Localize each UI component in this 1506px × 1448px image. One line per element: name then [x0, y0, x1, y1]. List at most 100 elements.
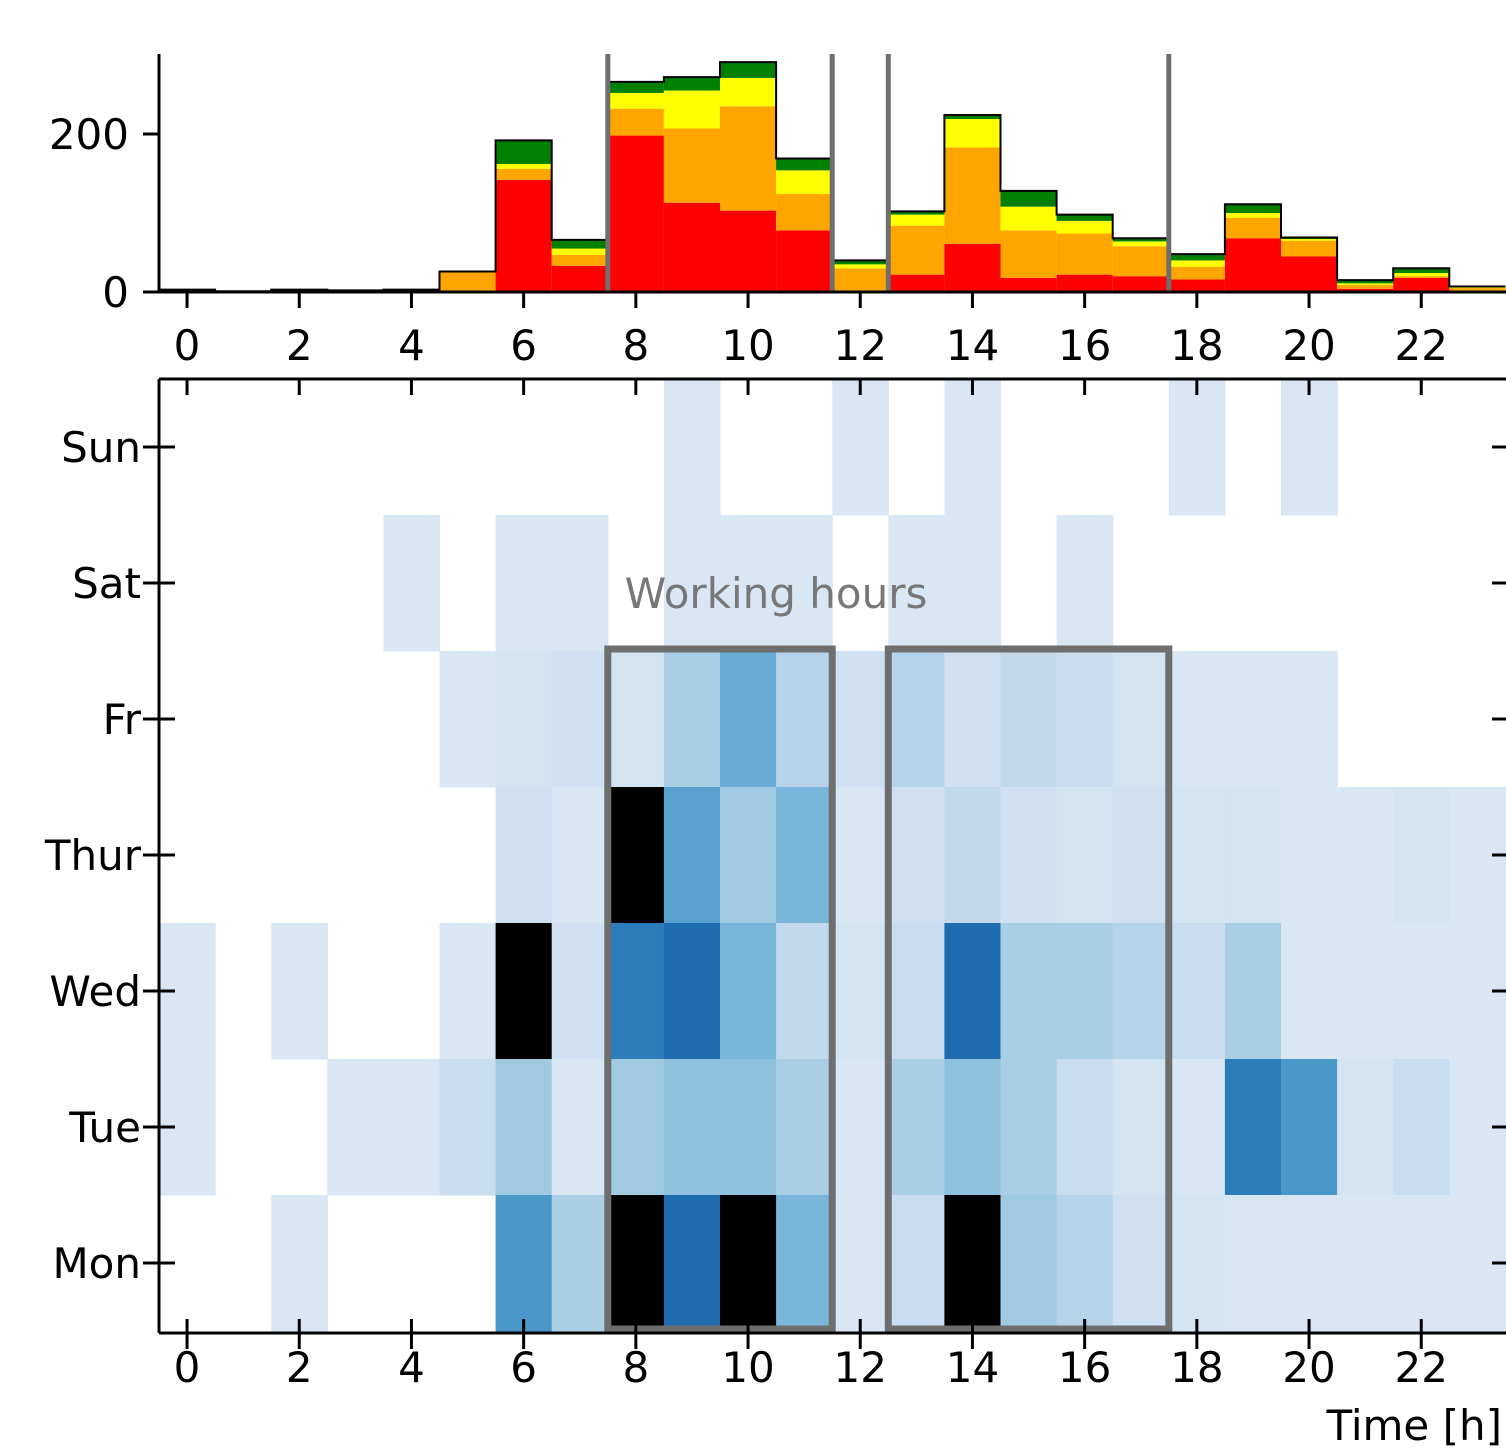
heatmap-cell — [944, 651, 1002, 788]
bar-segment-red — [1337, 288, 1394, 292]
bar-segment-yellow — [1393, 273, 1450, 277]
bar-segment-orange — [607, 108, 664, 136]
heatmap-cell — [663, 1195, 721, 1332]
heatmap-cell — [1281, 651, 1338, 788]
heatmap-cell — [776, 923, 833, 1060]
heatmap-cell — [832, 651, 889, 788]
bar-segment-orange — [776, 194, 833, 231]
bar-segment-orange — [1337, 284, 1394, 289]
heatmap-cell — [383, 515, 441, 652]
bar-segment-orange — [1449, 288, 1506, 291]
bar-segment-orange — [551, 254, 608, 266]
heatmap-cell — [495, 787, 553, 924]
hist-x-tick-label: 10 — [721, 321, 774, 370]
bar-segment-orange — [1224, 217, 1281, 239]
heatmap-cell — [1224, 1059, 1282, 1196]
bar-segment-orange — [439, 272, 496, 292]
heatmap-x-tick-label: 8 — [622, 1343, 649, 1392]
heatmap-cell — [1056, 1059, 1114, 1196]
heatmap-cell — [832, 379, 889, 516]
heatmap-row-label: Wed — [49, 967, 141, 1016]
bar-segment-red — [888, 274, 945, 292]
bar-segment-red — [1393, 277, 1450, 292]
heatmap-cell — [1224, 1195, 1282, 1332]
bar-segment-red — [1281, 256, 1338, 292]
bar-segment-green — [1112, 238, 1169, 242]
bar-segment-yellow — [720, 77, 777, 107]
bar-segment-orange — [1393, 276, 1450, 278]
bar-segment-green — [720, 62, 777, 78]
heatmap-cell — [1168, 923, 1226, 1060]
hist-x-tick-label: 4 — [398, 321, 425, 370]
heatmap-cell — [720, 1195, 777, 1332]
heatmap-cell — [888, 787, 945, 924]
heatmap-cell — [1112, 651, 1170, 788]
bar-segment-yellow — [944, 118, 1001, 148]
heatmap-cell — [1000, 923, 1058, 1060]
heatmap-cell — [663, 515, 721, 652]
heatmap-cell — [1281, 1059, 1338, 1196]
heatmap-cell — [776, 515, 833, 652]
heatmap-cell — [776, 787, 833, 924]
heatmap-cell — [551, 515, 609, 652]
heatmap-row-label: Sat — [72, 559, 141, 608]
bar-segment-red — [1224, 238, 1281, 292]
heatmap-x-tick-label: 22 — [1395, 1343, 1448, 1392]
heatmap-cell — [832, 787, 889, 924]
bar-segment-yellow — [551, 248, 608, 255]
heatmap-cell — [551, 1195, 609, 1332]
hist-y-tick-label: 200 — [49, 110, 129, 159]
bar-segment-yellow — [776, 170, 833, 195]
heatmap-cell — [271, 1195, 328, 1332]
heatmap-cell — [1393, 1059, 1450, 1196]
heatmap-cell — [439, 923, 497, 1060]
heatmap-cell — [1056, 923, 1114, 1060]
heatmap-cell — [1281, 1195, 1338, 1332]
bar-segment-orange — [1112, 246, 1169, 277]
heatmap-cell — [663, 923, 721, 1060]
heatmap-cell — [944, 1059, 1002, 1196]
bar-segment-green — [495, 140, 552, 165]
heatmap-x-tick-label: 4 — [398, 1343, 425, 1392]
heatmap-cell — [1281, 923, 1338, 1060]
bar-segment-red — [720, 210, 777, 292]
bar-segment-red — [495, 179, 552, 292]
bar-segment-green — [776, 158, 833, 171]
heatmap-cell — [944, 515, 1002, 652]
heatmap-cell — [439, 651, 497, 788]
heatmap-cell — [1000, 1195, 1058, 1332]
bar-segment-yellow — [1281, 239, 1338, 241]
heatmap-row-label: Mon — [52, 1239, 141, 1288]
bar-segment-orange — [832, 268, 889, 292]
bar-segment-orange — [495, 168, 552, 180]
hist-x-tick-label: 20 — [1282, 321, 1335, 370]
bar-segment-orange — [1000, 230, 1057, 278]
bar-segment-yellow — [663, 90, 720, 129]
heatmap-row-label: Tue — [68, 1103, 141, 1152]
heatmap-cell — [1393, 1195, 1450, 1332]
bar-segment-green — [832, 260, 889, 265]
heatmap-cell — [495, 923, 553, 1060]
bar-segment-green — [1337, 280, 1394, 284]
hist-x-tick-label: 6 — [510, 321, 537, 370]
bar-segment-yellow — [832, 264, 889, 269]
heatmap-cell — [439, 1059, 497, 1196]
bar-segment-orange — [663, 128, 720, 203]
heatmap-cell — [1337, 1195, 1394, 1332]
heatmap-cell — [1056, 1195, 1114, 1332]
bar-segment-green — [1056, 214, 1113, 221]
weekday-hour-heatmap: Sun Sat Fr Thur Wed Tue Mon 0 2 4 6 8 10 12 14 16 18 20 22 — [44, 377, 1506, 1392]
heatmap-cell — [663, 379, 721, 516]
heatmap-cell — [663, 651, 721, 788]
hist-x-tick-label: 22 — [1395, 321, 1448, 370]
heatmap-cell — [1112, 1195, 1170, 1332]
bar-segment-yellow — [1337, 283, 1394, 285]
bar-segment-orange — [1056, 233, 1113, 275]
heatmap-cell — [888, 515, 945, 652]
heatmap-cell — [776, 1195, 833, 1332]
heatmap-cell — [551, 1059, 609, 1196]
heatmap-cell — [1168, 1059, 1226, 1196]
bar-segment-red — [1112, 276, 1169, 292]
bar-segment-green — [1393, 268, 1450, 274]
working-hours-box — [884, 645, 1173, 1333]
